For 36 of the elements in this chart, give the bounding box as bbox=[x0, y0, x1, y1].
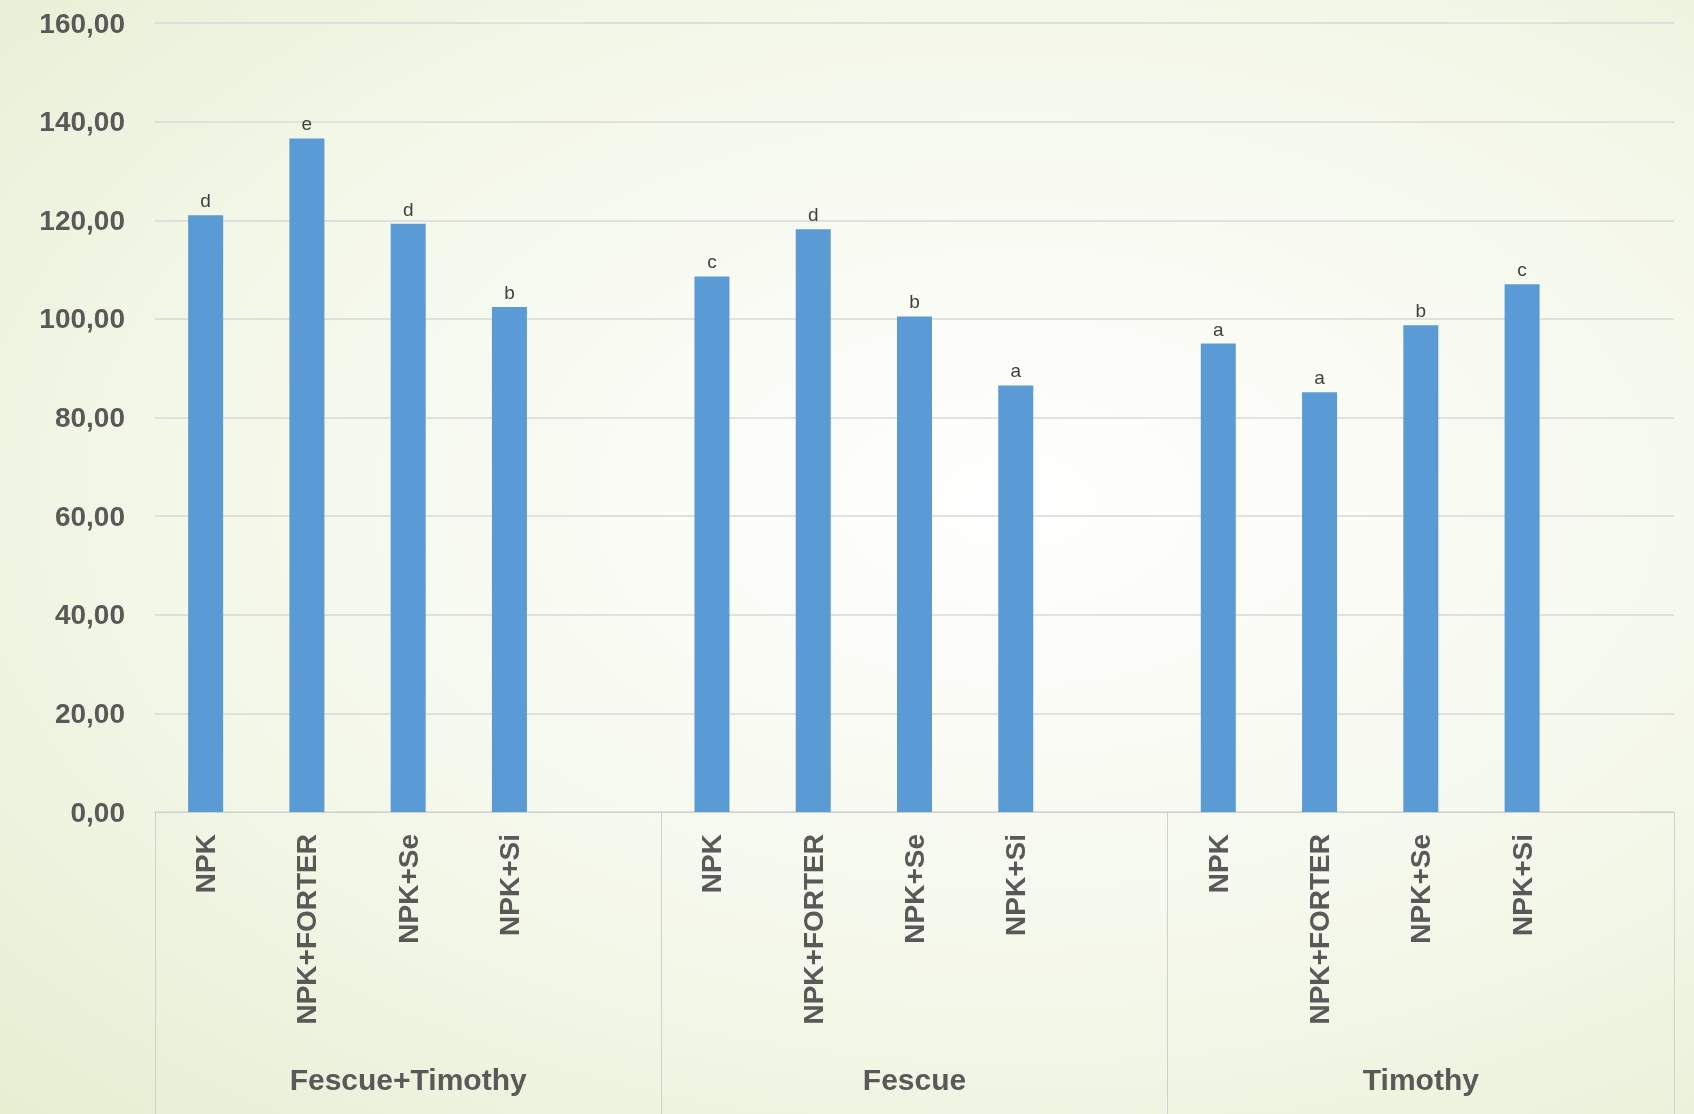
data-label: d bbox=[200, 190, 211, 212]
x-tick-label: NPK+Si bbox=[493, 834, 525, 936]
data-label: e bbox=[301, 113, 313, 135]
y-tick-label: 0,00 bbox=[70, 796, 125, 828]
y-tick-label: 60,00 bbox=[54, 500, 125, 532]
data-label: b bbox=[909, 291, 920, 313]
x-tick-label: NPK+Si bbox=[1506, 834, 1538, 936]
x-tick-label: NPK bbox=[1202, 834, 1234, 894]
x-tick-label: NPK+Se bbox=[1405, 834, 1437, 944]
data-label: a bbox=[1213, 318, 1225, 340]
text: Fescue bbox=[862, 1062, 967, 1096]
text: Fescue+Timothy bbox=[289, 1062, 527, 1096]
data-label: d bbox=[402, 198, 414, 220]
y-tick-label: 160,00 bbox=[39, 7, 125, 39]
data-label: c bbox=[707, 251, 717, 273]
y-tick-label: 20,00 bbox=[54, 697, 125, 729]
x-tick-label: NPK+FORTER bbox=[797, 834, 829, 1025]
y-tick-label: 120,00 bbox=[39, 204, 125, 236]
y-tick-label: 140,00 bbox=[39, 106, 125, 138]
y-tick-label: 40,00 bbox=[54, 599, 125, 631]
data-label: c bbox=[1517, 259, 1527, 281]
y-tick-label: 100,00 bbox=[39, 303, 125, 335]
x-tick-label: NPK+FORTER bbox=[291, 834, 323, 1025]
x-tick-label: NPK+Se bbox=[899, 834, 930, 944]
data-label: b bbox=[504, 282, 515, 304]
text: Timothy bbox=[1362, 1062, 1480, 1096]
x-tick-label: NPK bbox=[696, 834, 728, 894]
x-tick-label: NPK+FORTER bbox=[1304, 834, 1336, 1025]
x-tick-label: NPK+Se bbox=[392, 834, 424, 944]
x-tick-label: NPK bbox=[190, 834, 222, 894]
data-label: b bbox=[1415, 300, 1427, 322]
data-label: a bbox=[1010, 360, 1022, 382]
y-tick-label: 80,00 bbox=[54, 402, 125, 433]
x-tick-label: NPK+Si bbox=[1000, 834, 1032, 936]
data-label: a bbox=[1314, 367, 1326, 389]
data-label: d bbox=[807, 204, 819, 226]
